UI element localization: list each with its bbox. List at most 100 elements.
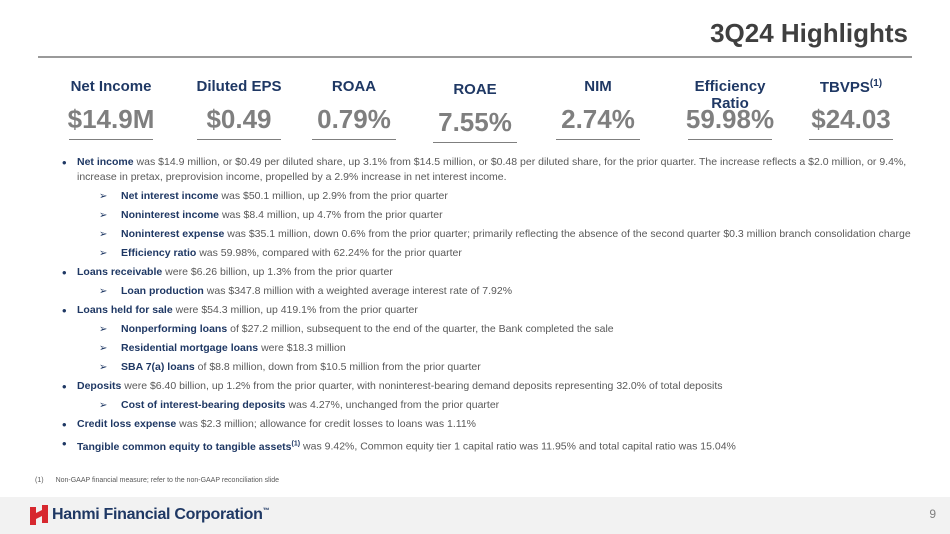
bullet-lead: Net income [77, 156, 134, 168]
trademark: ™ [262, 507, 270, 515]
bullet-text: was $14.9 million, or $0.49 per diluted … [77, 156, 907, 183]
title-rule [38, 56, 912, 58]
sub-bullet-text: was $35.1 million, down 0.6% from the pr… [227, 228, 911, 240]
bullet-lead-text: Deposits [77, 380, 122, 392]
sub-bullet-lead: Cost of interest-bearing deposits [121, 399, 286, 411]
bullet-text: were $6.40 billion, up 1.2% from the pri… [124, 380, 723, 392]
metric-label-text: ROAE [453, 81, 497, 98]
metric: Net Income $14.9M [56, 78, 166, 140]
metric-label: ROAE [420, 81, 530, 103]
bullet-text: was $2.3 million; allowance for credit l… [179, 418, 477, 430]
sub-bullet-lead-text: Noninterest expense [121, 228, 225, 240]
metric-label-text: ROAA [331, 78, 377, 95]
metric-underline [312, 139, 396, 140]
metric: ROAA 0.79% [299, 78, 409, 140]
footnote-text: Non-GAAP financial measure; refer to the… [55, 477, 280, 484]
sub-bullet-text: of $8.8 million, down from $10.5 million… [197, 361, 481, 373]
metric: TBVPS(1) $24.03 [796, 78, 906, 140]
metric-label-text: NIM [584, 78, 612, 95]
slide-title: 3Q24 Highlights [710, 18, 908, 48]
sub-bullet-lead-text: Noninterest income [121, 209, 220, 221]
metric: NIM 2.74% [543, 78, 653, 140]
sub-bullet-lead-text: Efficiency ratio [121, 247, 197, 259]
bullet-lead-text: Credit loss expense [77, 418, 177, 430]
company-name: Hanmi Financial Corporation™ [52, 506, 270, 524]
metric-label: TBVPS(1) [796, 78, 906, 100]
sub-bullet-text: was 4.27%, unchanged from the prior quar… [288, 399, 500, 411]
bullet-sup: (1) [291, 440, 301, 447]
bullet-lead: Loans held for sale [77, 304, 173, 316]
metric-underline [688, 139, 772, 140]
company-text: Hanmi Financial Corporation [52, 506, 263, 523]
metric-label: ROAA [299, 78, 409, 100]
metric-label: Efficiency Ratio [675, 78, 785, 112]
metric-value: 59.98% [685, 104, 775, 134]
sub-bullet-lead: Nonperforming loans [121, 323, 227, 335]
metric: ROAE 7.55% [420, 81, 530, 143]
bullet-text: were $6.26 billion, up 1.3% from the pri… [165, 266, 393, 278]
sub-bullet-lead-text: Net interest income [121, 190, 219, 202]
bullet-lead: Loans receivable [77, 266, 162, 278]
sub-bullet-lead: Efficiency ratio [121, 247, 196, 259]
metric-value: $14.9M [67, 104, 155, 134]
metric: Diluted EPS $0.49 [184, 78, 294, 140]
metric-label-text: TBVPS [819, 79, 870, 96]
metric-label-sup: (1) [869, 78, 883, 89]
sub-bullet-lead: Residential mortgage loans [121, 342, 258, 354]
page-number: 9 [929, 507, 936, 521]
metric: Efficiency Ratio 59.98% [675, 78, 785, 140]
metric-underline [69, 139, 153, 140]
metrics: Net Income $14.9M Diluted EPS $0.49 ROAA 0.79… [50, 78, 910, 148]
bullet-lead-text: Net income [77, 156, 134, 168]
sub-bullet-lead-text: Loan production [121, 285, 204, 297]
sub-bullet-text: was 59.98%, compared with 62.24% for the… [199, 247, 462, 259]
bullet-lead: Credit loss expense [77, 418, 176, 430]
footnote: (1) Non-GAAP financial measure; refer to … [35, 477, 279, 484]
sub-bullet-lead-text: SBA 7(a) loans [121, 361, 195, 373]
footer: Hanmi Financial Corporation™ 9 [0, 497, 950, 534]
metric-underline [433, 142, 517, 143]
metric-label-text: Efficiency Ratio [694, 78, 766, 112]
bullet-text: were $54.3 million, up 419.1% from the p… [175, 304, 418, 316]
metric-label-text: Diluted EPS [196, 78, 282, 95]
sub-bullet-lead: Noninterest income [121, 209, 219, 221]
metric-value: 7.55% [438, 107, 512, 137]
sub-bullet-text: were $18.3 million [261, 342, 346, 354]
metric-value: $0.49 [206, 104, 272, 134]
bullet-lead-text: Tangible common equity to tangible asset… [77, 440, 292, 453]
sub-bullet-lead-text: Cost of interest-bearing deposits [121, 399, 286, 411]
metric-underline [809, 139, 893, 140]
sub-bullet-lead: Net interest income [121, 190, 218, 202]
bullet-lead: Deposits [77, 380, 121, 392]
bullet-lead-text: Loans receivable [77, 266, 163, 278]
sub-bullet-lead: Loan production [121, 285, 204, 297]
metric-label: Diluted EPS [184, 78, 294, 100]
logo-icon [30, 505, 48, 525]
metric-label: NIM [543, 78, 653, 100]
sub-bullet-text: was $50.1 million, up 2.9% from the prio… [221, 190, 448, 202]
sub-bullet-lead-text: Nonperforming loans [121, 323, 228, 335]
sub-bullet-text: of $27.2 million, subsequent to the end … [230, 323, 614, 335]
bullet: Tangible common equity to tangible asset… [62, 436, 914, 455]
metric-value: 2.74% [561, 104, 635, 134]
sub-bullet-text: was $347.8 million with a weighted avera… [206, 285, 513, 297]
bullet-lead: Tangible common equity to tangible asset… [77, 440, 301, 453]
metric-value: $24.03 [811, 104, 891, 134]
sub-bullet-lead-text: Residential mortgage loans [121, 342, 259, 354]
metric-underline [197, 139, 281, 140]
sub-bullet-lead: Noninterest expense [121, 228, 224, 240]
